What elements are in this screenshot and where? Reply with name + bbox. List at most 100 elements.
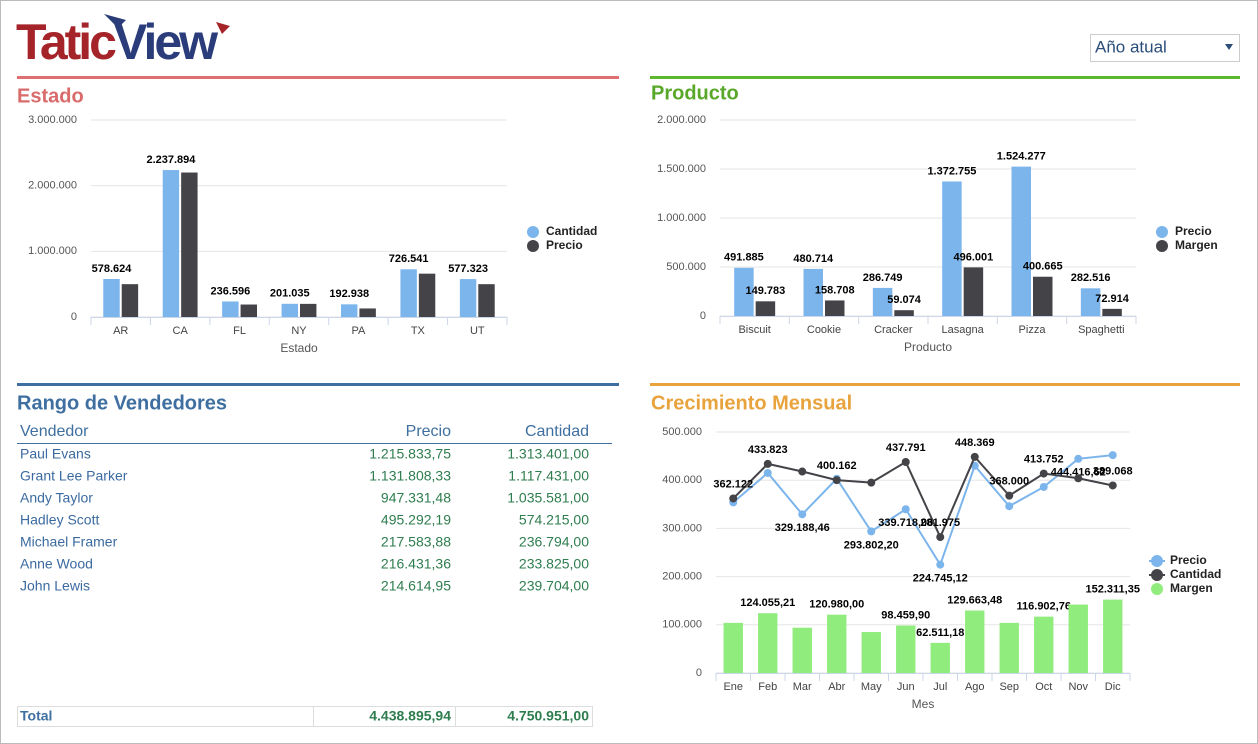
bar bbox=[418, 273, 436, 317]
bar bbox=[1033, 276, 1053, 316]
point bbox=[798, 467, 807, 476]
data-label: 362.122 bbox=[713, 478, 753, 490]
table-cell: John Lewis bbox=[20, 578, 90, 594]
x-tick-label: CA bbox=[173, 325, 189, 337]
data-label: 413.752 bbox=[1024, 453, 1064, 465]
legend-label: Cantidad bbox=[1170, 567, 1221, 581]
x-tick-label: Sep bbox=[999, 681, 1019, 693]
data-label: 339.718,06 bbox=[878, 517, 933, 529]
dropdown-arrow[interactable] bbox=[1225, 44, 1233, 50]
table-cell: 217.583,88 bbox=[381, 534, 451, 550]
legend-label: Cantidad bbox=[546, 224, 597, 238]
data-label: 1.372.755 bbox=[927, 165, 976, 177]
x-tick-label: Nov bbox=[1068, 681, 1088, 693]
data-label: 389.068 bbox=[1093, 465, 1133, 477]
total-box bbox=[17, 706, 593, 727]
data-label: 149.783 bbox=[746, 285, 786, 297]
point bbox=[1039, 482, 1048, 491]
table-cell: 216.431,36 bbox=[381, 556, 451, 572]
point bbox=[1074, 454, 1083, 463]
x-tick-label: Spaghetti bbox=[1078, 324, 1124, 336]
point bbox=[729, 494, 738, 503]
data-label: 224.745,12 bbox=[913, 573, 968, 585]
bar bbox=[359, 308, 376, 317]
panel-title: Producto bbox=[651, 82, 739, 104]
table-cell: 1.313.401,00 bbox=[507, 446, 589, 462]
point bbox=[1108, 481, 1117, 490]
bar bbox=[872, 287, 893, 316]
bar bbox=[758, 613, 778, 673]
y-tick-label: 500.000 bbox=[666, 261, 706, 273]
data-label: 158.708 bbox=[815, 284, 855, 296]
x-tick-label: Lasagna bbox=[942, 324, 985, 336]
bar bbox=[341, 304, 358, 317]
filter-dropdown[interactable]: Año atual bbox=[1090, 34, 1240, 62]
bar bbox=[894, 310, 914, 316]
point bbox=[1074, 474, 1083, 483]
table-cell: 239.704,00 bbox=[519, 578, 589, 594]
x-tick-label: UT bbox=[470, 325, 485, 337]
table-cell: 236.794,00 bbox=[519, 534, 589, 550]
table-cell: 1.117.431,00 bbox=[508, 468, 589, 484]
x-tick-label: Oct bbox=[1035, 681, 1052, 693]
bar bbox=[478, 284, 495, 317]
bar bbox=[1080, 288, 1101, 316]
bar bbox=[999, 622, 1019, 673]
legend-label: Margen bbox=[1175, 238, 1218, 252]
table-cell: 233.825,00 bbox=[519, 556, 589, 572]
panel-title: Rango de Vendedores bbox=[17, 392, 227, 414]
x-axis-label: Mes bbox=[912, 697, 935, 711]
x-tick-label: Ago bbox=[965, 681, 985, 693]
logo-arrow bbox=[104, 14, 126, 28]
table-cell: 1.131.808,33 bbox=[369, 468, 451, 484]
x-axis-label: Producto bbox=[904, 340, 952, 354]
dropdown-value[interactable]: Año atual bbox=[1095, 37, 1167, 56]
panel-rule bbox=[650, 383, 1240, 386]
data-label: 400.665 bbox=[1023, 261, 1063, 273]
table-cell: Grant Lee Parker bbox=[20, 468, 128, 484]
legend-label: Precio bbox=[1170, 553, 1207, 567]
bar bbox=[162, 170, 180, 317]
y-tick-label: 100.000 bbox=[662, 619, 702, 631]
x-tick-label: Jul bbox=[933, 681, 947, 693]
point bbox=[763, 459, 772, 468]
panel-rule bbox=[17, 383, 619, 386]
data-label: 2.237.894 bbox=[146, 154, 196, 166]
table-cell: Andy Taylor bbox=[20, 490, 93, 506]
legend-marker bbox=[1156, 226, 1168, 238]
x-tick-label: FL bbox=[233, 325, 246, 337]
x-tick-label: Cookie bbox=[807, 324, 841, 336]
legend-label: Precio bbox=[1175, 224, 1212, 238]
bar bbox=[825, 300, 845, 316]
data-label: 62.511,18 bbox=[916, 627, 964, 639]
legend-marker bbox=[1151, 583, 1163, 595]
total-cell: 4.750.951,00 bbox=[507, 708, 589, 724]
data-label: 400.162 bbox=[817, 460, 857, 472]
x-tick-label: Mar bbox=[793, 681, 812, 693]
total-cell: Total bbox=[20, 708, 52, 724]
bar bbox=[827, 614, 847, 673]
bar bbox=[181, 172, 198, 317]
data-label: 480.714 bbox=[793, 253, 834, 265]
dropdown-box[interactable] bbox=[1090, 34, 1240, 62]
bar bbox=[281, 303, 298, 317]
data-label: 281.975 bbox=[920, 517, 960, 529]
x-tick-label: May bbox=[861, 681, 882, 693]
bar bbox=[734, 267, 754, 316]
bar bbox=[930, 642, 950, 673]
data-label: 286.749 bbox=[863, 272, 903, 284]
bar bbox=[755, 301, 776, 316]
x-tick-label: Cracker bbox=[874, 324, 913, 336]
table-cell: Hadley Scott bbox=[20, 512, 99, 528]
bar bbox=[121, 284, 139, 317]
logo-part: View bbox=[114, 14, 218, 70]
y-tick-label: 300.000 bbox=[662, 522, 702, 534]
point bbox=[936, 560, 945, 569]
bar bbox=[792, 627, 812, 673]
line bbox=[732, 455, 1113, 540]
table-cell: Michael Framer bbox=[20, 534, 118, 550]
y-tick-label: 500.000 bbox=[662, 426, 702, 438]
table-cell: Paul Evans bbox=[20, 446, 91, 462]
x-axis-label: Estado bbox=[280, 341, 318, 355]
